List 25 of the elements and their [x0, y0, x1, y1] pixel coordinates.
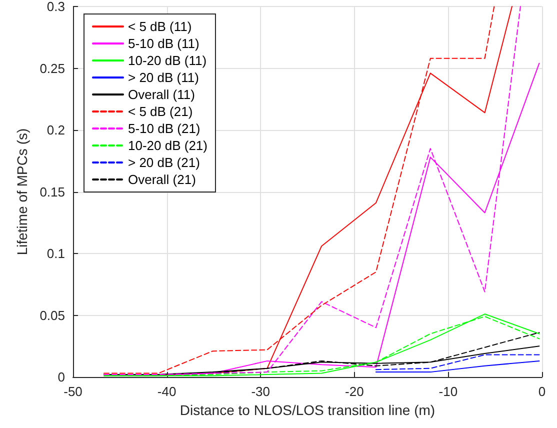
legend-label: 10-20 dB (11) — [128, 53, 207, 68]
y-tick-label: 0.25 — [40, 60, 65, 76]
legend-label: 5-10 dB (21) — [128, 121, 200, 136]
legend-label: 5-10 dB (11) — [128, 36, 200, 51]
legend-label: Overall (21) — [128, 172, 196, 187]
legend-label: > 20 dB (21) — [128, 155, 200, 170]
y-tick-label: 0.3 — [46, 0, 65, 14]
legend-label: Overall (11) — [128, 87, 195, 102]
y-tick-label: 0 — [58, 370, 65, 384]
x-tick-label: -10 — [438, 384, 458, 399]
y-tick-label: 0.2 — [46, 122, 65, 138]
x-tick-label: -40 — [157, 384, 176, 399]
x-tick-label: -20 — [345, 384, 364, 399]
y-tick-label: 0.05 — [40, 308, 65, 323]
legend-label: < 5 dB (11) — [128, 19, 192, 34]
x-tick-label: -50 — [64, 384, 82, 399]
legend-label: 10-20 dB (21) — [128, 138, 208, 153]
y-axis-title: Lifetime of MPCs (s) — [14, 128, 30, 256]
x-tick-label: -30 — [251, 384, 270, 399]
y-tick-label: 0.1 — [46, 246, 65, 261]
x-tick-label: 0 — [538, 384, 546, 399]
x-axis-title: Distance to NLOS/LOS transition line (m) — [180, 402, 436, 418]
y-tick-label: 0.15 — [40, 184, 65, 200]
legend-label: > 20 dB (11) — [128, 70, 199, 85]
legend-label: < 5 dB (21) — [128, 104, 193, 119]
